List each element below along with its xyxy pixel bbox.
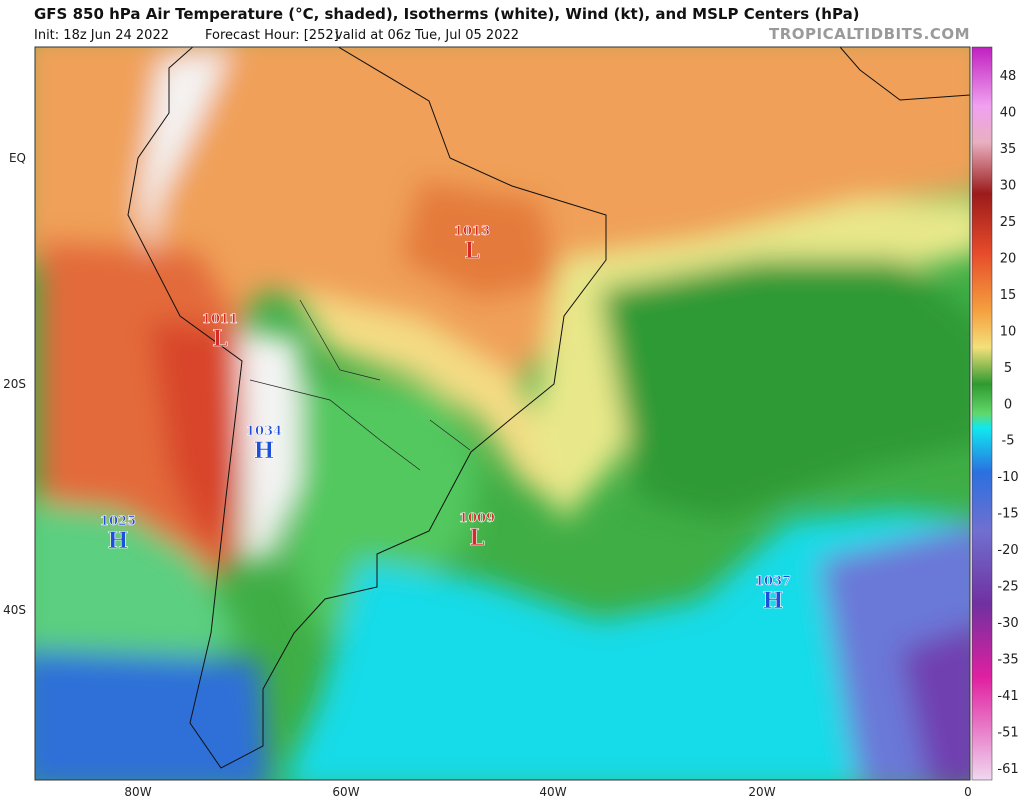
longitude-label: 60W — [332, 785, 359, 799]
colorbar-label: 40 — [1000, 105, 1017, 120]
latitude-label: 40S — [3, 603, 26, 617]
colorbar-label: -15 — [997, 507, 1018, 522]
colorbar-label: 35 — [1000, 142, 1017, 157]
colorbar-label: 0 — [1004, 397, 1012, 412]
colorbar-label: 10 — [1000, 324, 1017, 339]
init-time: Init: 18z Jun 24 2022 — [34, 28, 169, 43]
colorbar-label: 15 — [1000, 288, 1017, 303]
colorbar-label: -35 — [997, 653, 1018, 668]
pressure-letter: H — [254, 438, 275, 464]
colorbar-labels: 48 40 35 30 25 20 15 10 5 0 -5 -10 -15 -20 -25 -30 -35 -4… — [997, 69, 1018, 777]
colorbar-label: 25 — [1000, 215, 1017, 230]
pressure-value: 1011 — [202, 312, 238, 327]
borders — [249, 299, 471, 471]
pressure-value: 1037 — [755, 574, 791, 589]
longitude-axis: 80W 60W 40W 20W 0 — [124, 785, 971, 799]
latitude-label: 20S — [3, 377, 26, 391]
colorbar-label: -10 — [997, 470, 1018, 485]
longitude-label: 40W — [539, 785, 566, 799]
colorbar-label: -61 — [997, 762, 1018, 777]
longitude-label: 20W — [748, 785, 775, 799]
pressure-value: 1009 — [459, 511, 495, 526]
africa-outline — [839, 47, 970, 101]
temperature-field — [35, 47, 970, 780]
colorbar-label: -5 — [1002, 434, 1015, 449]
pressure-value: 1025 — [100, 514, 136, 529]
colorbar-label: 20 — [1000, 251, 1017, 266]
pressure-value: 1013 — [454, 224, 490, 239]
longitude-label: 80W — [124, 785, 151, 799]
colorbar-label: -51 — [997, 726, 1018, 741]
site-credit: TROPICALTIDBITS.COM — [769, 25, 970, 43]
pressure-value: 1034 — [246, 424, 282, 439]
pressure-letter: L — [469, 525, 484, 551]
pressure-letter: H — [108, 528, 129, 554]
map-frame — [34, 46, 971, 781]
pressure-letter: L — [464, 238, 479, 264]
colorbar — [971, 46, 993, 781]
colorbar-label: -41 — [997, 689, 1018, 704]
pressure-letter: L — [212, 326, 227, 352]
latitude-label: EQ — [9, 151, 26, 165]
colorbar-label: 48 — [1000, 69, 1017, 84]
pressure-letter: H — [763, 588, 784, 614]
pressure-centers: 1013 L 1011 L 1034 H 1025 H 1009 L 1037 … — [100, 224, 792, 615]
longitude-label: 0 — [964, 785, 972, 799]
map-title: GFS 850 hPa Air Temperature (°C, shaded)… — [34, 5, 860, 23]
colorbar-label: -20 — [997, 543, 1018, 558]
latitude-axis: EQ 20S 40S — [3, 151, 26, 617]
field-shading — [35, 47, 970, 780]
south-america-outline — [127, 47, 607, 769]
valid-time: valid at 06z Tue, Jul 05 2022 — [335, 28, 519, 43]
colorbar-label: 5 — [1004, 361, 1012, 376]
forecast-hour: Forecast Hour: [252] — [205, 28, 339, 43]
colorbar-label: -30 — [997, 616, 1018, 631]
colorbar-label: -25 — [997, 580, 1018, 595]
colorbar-label: 30 — [1000, 178, 1017, 193]
